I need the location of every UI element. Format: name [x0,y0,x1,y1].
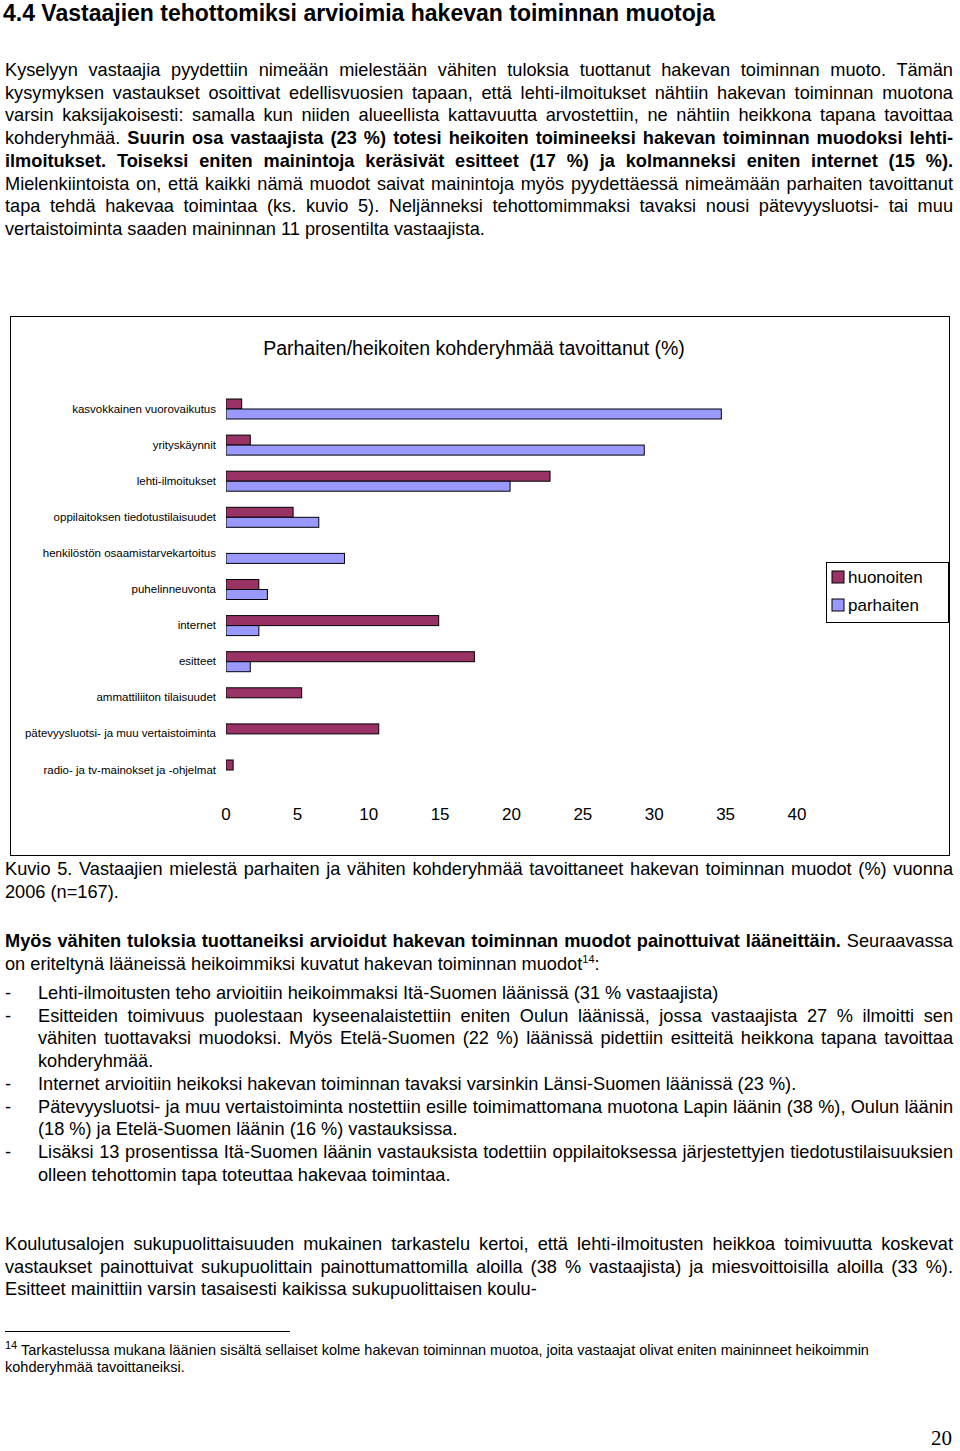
bullet-item: -Lehti-ilmoitusten teho arvioitiin heiko… [5,982,953,1005]
text-segment: Suurin osa vastaajista (23 %) totesi hei… [5,128,953,171]
category-label: henkilöstön osaamistarvekartoitus [43,547,216,559]
bar [226,553,344,563]
bar [226,724,379,734]
bar [226,662,250,672]
legend-box [827,563,949,623]
bar [226,652,474,662]
bullet-item: -Internet arvioitiin heikoksi hakevan to… [5,1073,953,1096]
bar [226,481,510,491]
tick-label: 35 [716,805,735,824]
text-segment: : [595,954,600,974]
bar [226,626,259,636]
bar [226,435,250,445]
bullet-text: Internet arvioitiin heikoksi hakevan toi… [38,1073,953,1096]
heading: 4.4 Vastaajien tehottomiksi arvioimia ha… [3,0,715,27]
category-label: lehti-ilmoitukset [137,475,217,487]
legend-label: parhaiten [848,596,919,615]
category-label: puhelinneuvonta [132,583,217,595]
bullet-dash: - [5,1073,38,1096]
category-label: esitteet [179,655,217,667]
bullet-text: Lehti-ilmoitusten teho arvioitiin heikoi… [38,982,953,1005]
bar [226,445,644,455]
tick-label: 20 [502,805,521,824]
tick-label: 10 [359,805,378,824]
bar [226,698,227,708]
legend-swatch [832,571,844,583]
bullet-item: -Lisäksi 13 prosentissa Itä-Suomen lääni… [5,1141,953,1186]
bar [226,590,267,600]
chart-title: Parhaiten/heikoiten kohderyhmää tavoitta… [263,337,685,359]
footnote-ref: 14 [582,953,594,965]
section-paragraph: Myös vähiten tuloksia tuottaneiksi arvio… [5,930,953,975]
bullet-item: -Pätevyysluotsi- ja muu vertaistoiminta … [5,1096,953,1141]
text-segment: Myös vähiten tuloksia tuottaneiksi arvio… [5,931,841,951]
bar [226,616,439,626]
bar [226,399,242,409]
bar [226,471,550,481]
bar [226,734,227,744]
footnote-rule [5,1331,290,1332]
category-label: pätevyysluotsi- ja muu vertaistoiminta [25,727,217,739]
bar [226,517,319,527]
category-label: oppilaitoksen tiedotustilaisuudet [54,511,217,523]
legend: huonoiten parhaiten [827,563,949,623]
category-label: kasvokkainen vuorovaikutus [72,403,216,415]
bullet-text: Lisäksi 13 prosentissa Itä-Suomen läänin… [38,1141,953,1186]
tick-label: 0 [221,805,230,824]
page-number: 20 [931,1426,952,1451]
category-label: internet [178,619,217,631]
chart: Parhaiten/heikoiten kohderyhmää tavoitta… [0,0,960,1451]
bullet-list: -Lehti-ilmoitusten teho arvioitiin heiko… [5,982,953,1186]
legend-label: huonoiten [848,568,923,587]
category-label: radio- ja tv-mainokset ja -ohjelmat [43,764,216,776]
legend-swatch [832,599,844,611]
category-label: ammattiliiton tilaisuudet [96,691,216,703]
bullet-item: -Esitteiden toimivuus puolestaan kyseena… [5,1005,953,1073]
footnote: 14 Tarkastelussa mukana läänien sisältä … [5,1342,945,1376]
bars [226,399,721,770]
category-label: yrityskäynnit [153,439,217,451]
bar [226,409,721,419]
tick-label: 25 [573,805,592,824]
bar [226,688,302,698]
chart-frame [11,317,950,856]
closing-paragraph: Koulutusalojen sukupuolittaisuuden mukai… [5,1233,953,1301]
bullet-dash: - [5,982,38,1005]
footnote-text: Tarkastelussa mukana läänien sisältä sel… [5,1342,869,1375]
footnote-marker: 14 [5,1339,17,1351]
tick-label: 40 [788,805,807,824]
bar [226,770,227,780]
bullet-dash: - [5,1005,38,1073]
bar [226,580,259,590]
bullet-dash: - [5,1096,38,1141]
bar [226,760,233,770]
figure-caption: Kuvio 5. Vastaajien mielestä parhaiten j… [5,858,953,903]
text-segment: Mielenkiintoista on, että kaikki nämä mu… [5,174,953,239]
tick-label: 5 [293,805,302,824]
tick-label: 30 [645,805,664,824]
bullet-text: Esitteiden toimivuus puolestaan kyseenal… [38,1005,953,1073]
bullet-dash: - [5,1141,38,1186]
bullet-text: Pätevyysluotsi- ja muu vertaistoiminta n… [38,1096,953,1141]
intro-paragraph: Kyselyyn vastaajia pyydettiin nimeään mi… [5,59,953,241]
bar [226,507,293,517]
tick-label: 15 [431,805,450,824]
bar [226,543,227,553]
